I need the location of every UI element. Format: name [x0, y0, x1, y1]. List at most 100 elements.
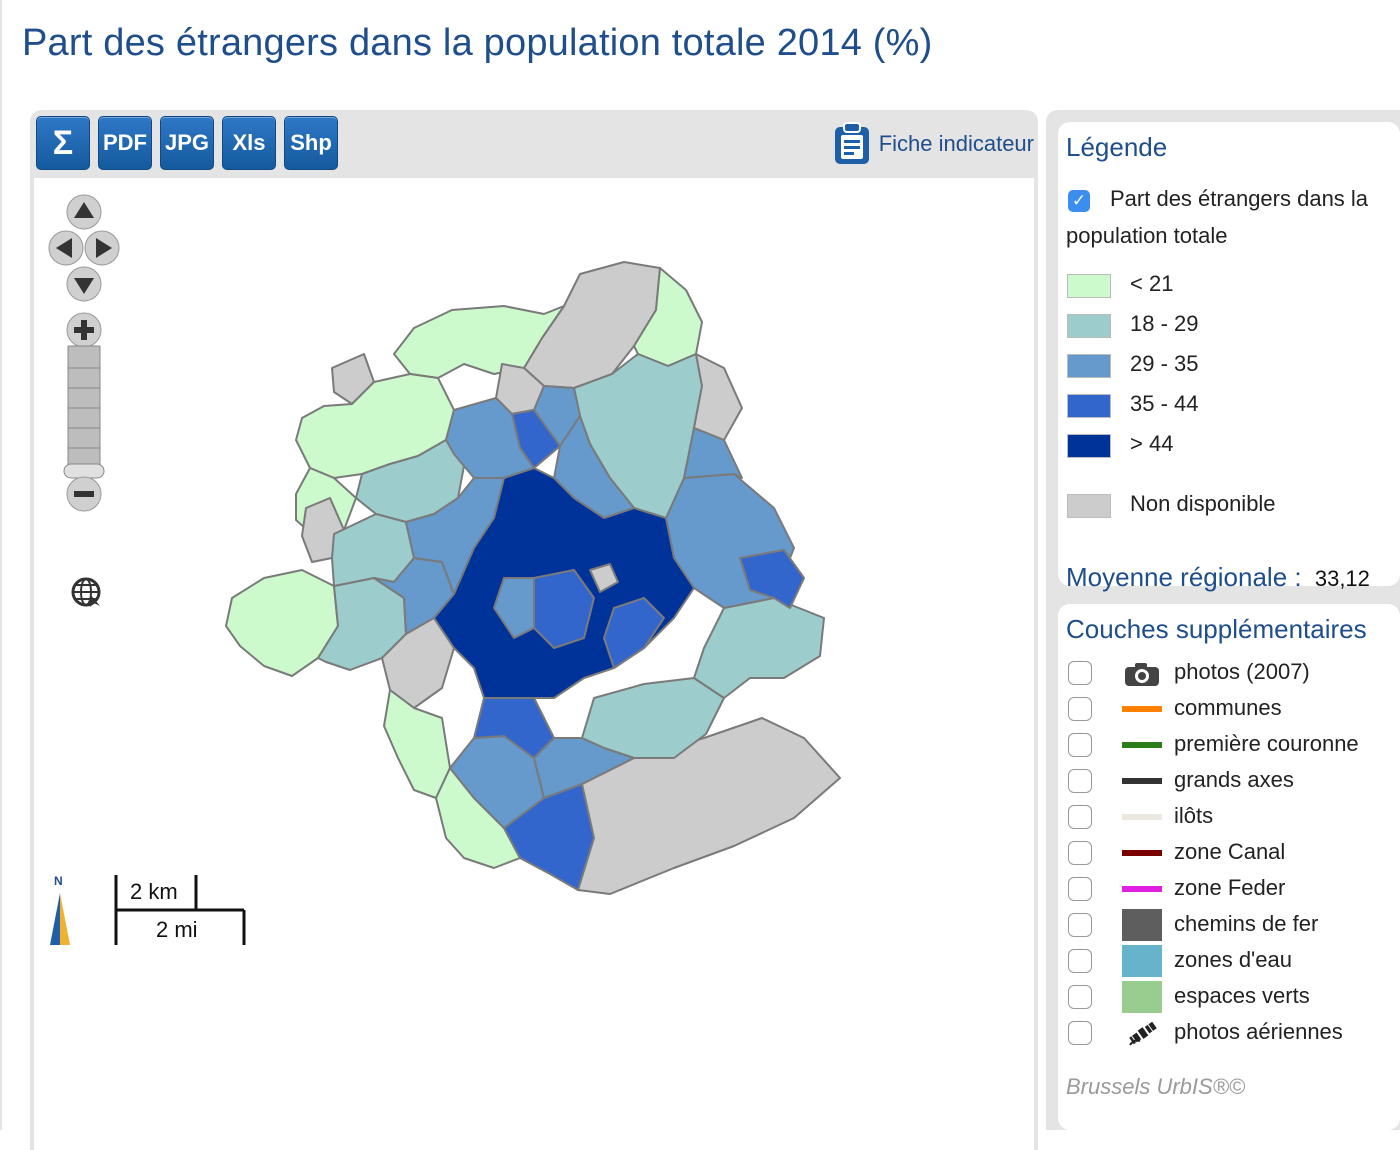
- line-swatch: [1122, 850, 1162, 856]
- globe-icon[interactable]: [70, 576, 102, 608]
- legend-swatch-4: [1067, 394, 1111, 418]
- page-left-rule: [0, 0, 2, 1130]
- layers-title: Couches supplémentaires: [1066, 614, 1367, 644]
- layer-grands-axes[interactable]: grands axes: [1068, 767, 1398, 795]
- layer-ilots[interactable]: ilôts: [1068, 803, 1398, 831]
- legend-layer-checkbox[interactable]: ✓: [1068, 190, 1090, 212]
- layer-checkbox[interactable]: [1068, 949, 1092, 973]
- legend-layer-label: Part des étrangers dans la population to…: [1066, 186, 1369, 248]
- export-jpg-button[interactable]: JPG: [160, 116, 214, 170]
- region-blue-core-east: [603, 597, 665, 669]
- line-swatch: [1122, 742, 1162, 748]
- layer-zones-eau[interactable]: zones d'eau: [1068, 945, 1398, 977]
- camera-icon: [1125, 663, 1159, 686]
- layer-checkbox[interactable]: [1068, 769, 1092, 793]
- scale-bar: 2 km 2 mi: [114, 875, 246, 945]
- regional-average-value: 33,12: [1314, 566, 1370, 591]
- layer-label: zone Canal: [1174, 839, 1286, 864]
- line-swatch: [1122, 706, 1162, 712]
- zoom-slider-handle: [63, 463, 105, 479]
- map-toolbar: Σ PDF JPG Xls Shp Fiche indicateur: [30, 110, 1038, 178]
- page-title: Part des étrangers dans la population to…: [22, 22, 933, 64]
- pan-left-button[interactable]: [48, 230, 84, 266]
- layer-label: chemins de fer: [1174, 911, 1319, 936]
- region-nd-farnortheast: [693, 353, 743, 441]
- legend-class-4: 35 - 44: [1130, 391, 1199, 416]
- layer-label: photos aériennes: [1174, 1019, 1343, 1044]
- legend-swatch-2: [1067, 314, 1111, 338]
- satellite-icon: [1129, 1021, 1157, 1046]
- legend-title: Légende: [1066, 132, 1168, 162]
- region-teal-east: [693, 597, 825, 699]
- layer-checkbox[interactable]: [1068, 697, 1092, 721]
- layer-photos-aeriennes[interactable]: photos aériennes: [1068, 1019, 1398, 1047]
- layer-photos-2007[interactable]: photos (2007): [1068, 659, 1398, 687]
- region-nd-core: [589, 563, 619, 593]
- legend-class-3: 29 - 35: [1130, 351, 1199, 376]
- layer-label: espaces verts: [1174, 983, 1310, 1008]
- layer-espaces-verts[interactable]: espaces verts: [1068, 981, 1398, 1013]
- region-mid-core-center: [493, 577, 535, 639]
- layers-card: Couches supplémentaires photos (2007) co…: [1058, 604, 1400, 1130]
- region-nd-southeast: [577, 717, 841, 895]
- layer-checkbox[interactable]: [1068, 913, 1092, 937]
- region-mid-northeast: [683, 427, 743, 479]
- north-label: N: [54, 874, 63, 888]
- legend-class-nd: Non disponible: [1130, 491, 1276, 516]
- choropleth-map[interactable]: [34, 178, 1034, 1150]
- legend-card: Légende ✓ Part des étrangers dans la pop…: [1058, 122, 1400, 592]
- region-mid-southeast: [533, 737, 635, 799]
- zoom-out-button[interactable]: [66, 476, 102, 512]
- scale-mi-label: 2 mi: [156, 917, 198, 942]
- layer-label: communes: [1174, 695, 1282, 720]
- fiche-indicateur-label: Fiche indicateur: [878, 131, 1034, 156]
- layer-premiere-couronne[interactable]: première couronne: [1068, 731, 1398, 759]
- export-shp-button[interactable]: Shp: [284, 116, 338, 170]
- region-blue-north: [511, 409, 561, 469]
- pan-down-button[interactable]: [66, 266, 102, 302]
- layer-zone-feder[interactable]: zone Feder: [1068, 875, 1398, 903]
- box-swatch: [1122, 909, 1162, 941]
- scale-km-label: 2 km: [130, 879, 178, 904]
- export-pdf-button[interactable]: PDF: [98, 116, 152, 170]
- layer-checkbox[interactable]: [1068, 877, 1092, 901]
- clipboard-icon: [834, 122, 869, 164]
- export-xls-button[interactable]: Xls: [222, 116, 276, 170]
- map-panel: Σ PDF JPG Xls Shp Fiche indicateur: [30, 110, 1038, 1150]
- layer-label: photos (2007): [1174, 659, 1310, 684]
- region-blue-east: [739, 549, 805, 609]
- north-and-scale: N 2 km 2 mi: [50, 874, 246, 945]
- line-swatch: [1122, 814, 1162, 820]
- layer-zone-canal[interactable]: zone Canal: [1068, 839, 1398, 867]
- fiche-indicateur-link[interactable]: Fiche indicateur: [833, 122, 1034, 166]
- layers-panel: Couches supplémentaires photos (2007) co…: [1046, 594, 1400, 1130]
- layer-checkbox[interactable]: [1068, 733, 1092, 757]
- zoom-in-button[interactable]: [66, 312, 102, 348]
- layer-chemins-de-fer[interactable]: chemins de fer: [1068, 909, 1398, 941]
- zoom-slider[interactable]: [63, 345, 105, 479]
- legend-class-1: < 21: [1130, 271, 1174, 296]
- legend-class-2: 18 - 29: [1130, 311, 1199, 336]
- regional-average: Moyenne régionale : 33,12: [1066, 562, 1370, 593]
- box-swatch: [1122, 981, 1162, 1013]
- layer-label: ilôts: [1174, 803, 1214, 828]
- legend-panel: Légende ✓ Part des étrangers dans la pop…: [1046, 110, 1400, 594]
- legend-class-5: > 44: [1130, 431, 1174, 456]
- layer-checkbox[interactable]: [1068, 805, 1092, 829]
- layer-checkbox[interactable]: [1068, 985, 1092, 1009]
- pan-up-button[interactable]: [66, 194, 102, 230]
- box-swatch: [1122, 945, 1162, 977]
- statistics-button[interactable]: Σ: [36, 116, 90, 170]
- layer-label: zones d'eau: [1174, 947, 1292, 972]
- map-navigation: [48, 194, 120, 512]
- layer-communes[interactable]: communes: [1068, 695, 1398, 723]
- map-canvas[interactable]: N 2 km 2 mi: [34, 178, 1034, 1150]
- scale-area: N 2 km 2 mi: [48, 873, 278, 968]
- layer-label: première couronne: [1174, 731, 1359, 756]
- pan-right-button[interactable]: [84, 230, 120, 266]
- layer-checkbox[interactable]: [1068, 1021, 1092, 1045]
- legend-swatch-5: [1067, 434, 1111, 458]
- line-swatch: [1122, 886, 1162, 892]
- layer-checkbox[interactable]: [1068, 661, 1092, 685]
- layer-checkbox[interactable]: [1068, 841, 1092, 865]
